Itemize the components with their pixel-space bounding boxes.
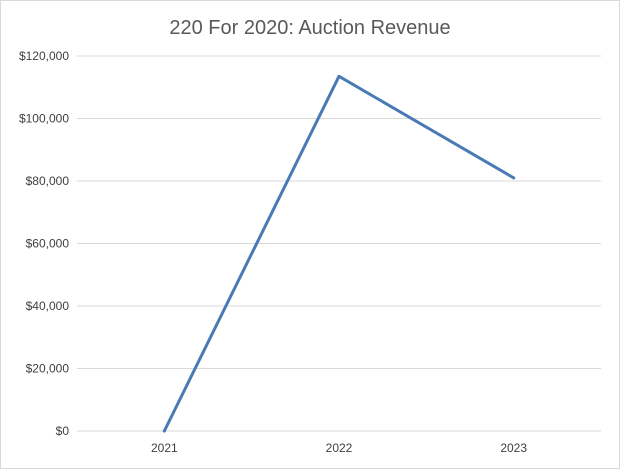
y-tick-label: $120,000: [19, 49, 69, 63]
x-tick-label: 2023: [500, 441, 527, 455]
y-tick-label: $20,000: [26, 362, 70, 376]
data-point: [512, 176, 516, 180]
y-tick-label: $40,000: [26, 299, 70, 313]
series-group: [162, 74, 516, 433]
y-tick-label: $60,000: [26, 237, 70, 251]
data-point: [162, 429, 166, 433]
gridlines: [77, 55, 601, 432]
series-line: [162, 74, 516, 433]
x-tick-label: 2021: [151, 441, 178, 455]
y-tick-label: $80,000: [26, 174, 70, 188]
chart-title: 220 For 2020: Auction Revenue: [169, 17, 450, 39]
x-axis: 2021 2022 2023: [151, 441, 527, 455]
data-point: [337, 74, 341, 78]
x-tick-label: 2022: [326, 441, 353, 455]
y-tick-label: $100,000: [19, 112, 69, 126]
y-axis: $0 $20,000 $40,000 $60,000 $80,000 $100,000 $1…: [19, 49, 69, 438]
y-tick-label: $0: [56, 424, 70, 438]
